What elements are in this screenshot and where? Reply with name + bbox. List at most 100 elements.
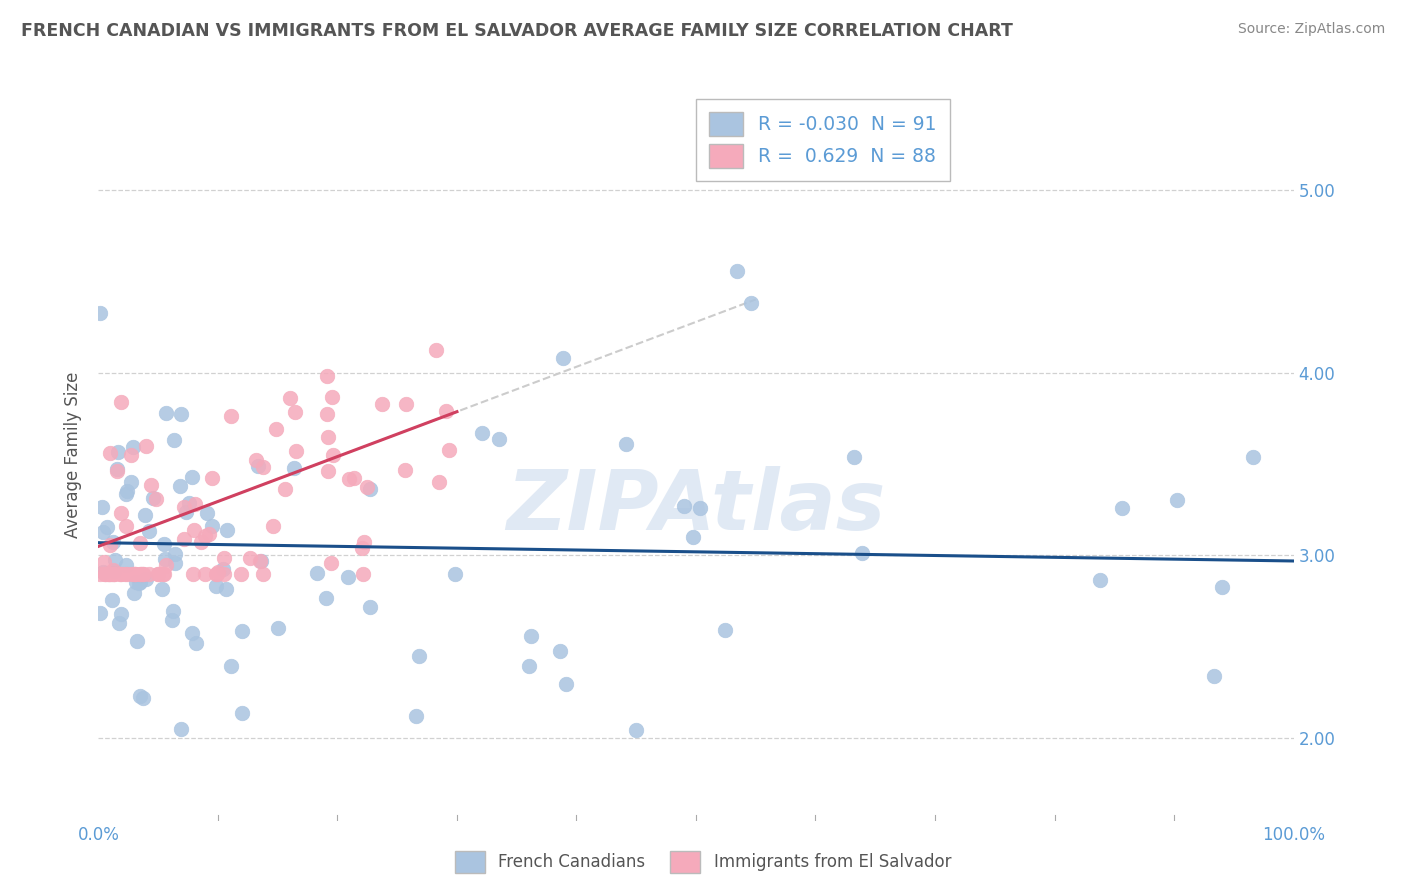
Point [162, 604, 184, 618]
Point [725, 264, 748, 278]
Point [252, 566, 274, 581]
Point [184, 636, 207, 650]
Point [121, 566, 143, 581]
Point [120, 475, 142, 489]
Point [356, 480, 378, 494]
Text: FRENCH CANADIAN VS IMMIGRANTS FROM EL SALVADOR AVERAGE FAMILY SIZE CORRELATION C: FRENCH CANADIAN VS IMMIGRANTS FROM EL SA… [21, 22, 1012, 40]
Point [273, 482, 295, 496]
Point [394, 463, 416, 477]
Point [98, 566, 121, 581]
Point [163, 556, 186, 570]
Point [174, 506, 197, 520]
Point [128, 574, 150, 589]
Point [198, 527, 221, 541]
Point [439, 443, 461, 458]
Point [181, 566, 204, 581]
Point [714, 623, 737, 637]
Point [284, 404, 307, 418]
Point [229, 566, 252, 581]
Point [115, 484, 138, 499]
Point [471, 426, 494, 441]
Point [108, 566, 131, 581]
Point [555, 677, 578, 691]
Point [1111, 500, 1133, 515]
Point [352, 541, 374, 556]
Point [103, 566, 125, 581]
Point [316, 430, 339, 444]
Point [127, 634, 149, 648]
Point [285, 444, 308, 458]
Point [194, 566, 217, 581]
Point [183, 523, 205, 537]
Point [316, 464, 339, 478]
Point [219, 409, 242, 423]
Point [110, 566, 132, 581]
Point [170, 722, 193, 736]
Point [214, 582, 236, 596]
Point [142, 491, 165, 505]
Point [94, 566, 117, 581]
Point [212, 562, 235, 576]
Point [152, 566, 174, 581]
Point [252, 460, 274, 475]
Point [114, 487, 136, 501]
Point [103, 564, 125, 578]
Point [132, 566, 155, 581]
Point [107, 616, 129, 631]
Point [89, 566, 111, 581]
Point [150, 582, 173, 596]
Point [115, 558, 138, 572]
Point [1211, 580, 1233, 594]
Point [115, 519, 138, 533]
Text: Source: ZipAtlas.com: Source: ZipAtlas.com [1237, 22, 1385, 37]
Point [231, 624, 253, 638]
Point [212, 566, 235, 581]
Point [110, 607, 132, 622]
Point [520, 629, 543, 643]
Point [194, 529, 217, 543]
Y-axis label: Average Family Size: Average Family Size [65, 372, 83, 538]
Point [97, 566, 120, 581]
Point [1088, 574, 1111, 588]
Point [359, 483, 381, 497]
Point [117, 566, 139, 581]
Point [851, 546, 873, 560]
Point [98, 538, 121, 552]
Point [844, 450, 866, 464]
Point [359, 600, 381, 615]
Point [434, 404, 457, 418]
Point [548, 644, 571, 658]
Point [740, 296, 762, 310]
Point [101, 566, 124, 581]
Point [153, 566, 176, 581]
Point [624, 723, 647, 737]
Point [177, 495, 200, 509]
Point [103, 563, 125, 577]
Point [517, 659, 540, 673]
Point [201, 518, 224, 533]
Point [153, 551, 176, 566]
Point [1202, 669, 1225, 683]
Point [132, 566, 155, 581]
Point [110, 395, 132, 409]
Point [262, 519, 284, 533]
Point [93, 566, 115, 581]
Point [212, 551, 235, 566]
Point [488, 432, 510, 446]
Point [124, 586, 146, 600]
Point [128, 576, 150, 591]
Point [162, 613, 184, 627]
Point [96, 520, 118, 534]
Point [103, 566, 125, 581]
Point [139, 478, 162, 492]
Point [135, 572, 157, 586]
Point [114, 566, 136, 581]
Point [343, 471, 366, 485]
Point [205, 566, 228, 581]
Point [337, 473, 360, 487]
Point [173, 532, 195, 546]
Point [129, 689, 152, 703]
Point [89, 306, 111, 320]
Point [124, 566, 146, 581]
Point [443, 566, 465, 581]
